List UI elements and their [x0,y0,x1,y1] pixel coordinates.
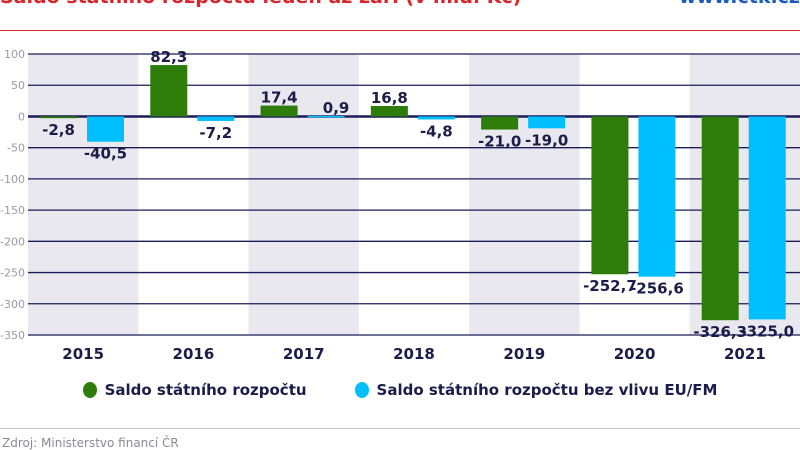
bar [417,116,455,120]
y-tick-label: -50 [7,142,25,155]
source-note: Zdroj: Ministerstvo financí ČR [2,436,179,450]
footer-divider [0,428,800,429]
x-tick-label: 2017 [283,345,325,363]
data-label: -2,8 [42,121,75,139]
bar [370,105,408,117]
y-tick-label: -350 [0,329,25,342]
x-tick-label: 2020 [614,345,656,363]
y-tick-label: -200 [0,235,25,248]
data-label: -256,6 [630,280,684,298]
x-tick-label: 2019 [503,345,545,363]
bar [197,116,235,121]
data-label: -7,2 [199,124,232,142]
x-tick-label: 2021 [724,345,766,363]
data-label: 17,4 [261,89,298,107]
bar-chart: 100 50 0 -50 -100 -150 -200 -250 -300 -350 -2,8 -40… [0,48,800,363]
y-tick-label: 50 [11,79,25,92]
bar [260,105,298,117]
bar [748,116,786,320]
bar [87,116,124,142]
x-tick-label: 2016 [173,345,215,363]
data-label: -326,3 [693,323,747,341]
x-tick-label: 2018 [393,345,435,363]
y-tick-label: -250 [0,267,25,280]
legend-item-green: Saldo státního rozpočtu [82,381,307,399]
data-label: -19,0 [525,131,568,149]
data-label: 16,8 [371,89,408,107]
legend-dot-green [82,382,97,398]
bar [150,65,188,117]
chart-title: Saldo státního rozpočtu leden až září (v… [0,0,521,8]
data-label: 0,9 [323,99,350,117]
data-label: -21,0 [478,133,521,151]
data-label: -252,7 [583,277,637,295]
bar [40,116,77,119]
bar [638,116,676,277]
y-tick-label: -300 [0,298,25,311]
bar [307,115,345,118]
data-label: -325,0 [740,322,794,340]
y-tick-label: 100 [4,48,25,61]
data-label: -40,5 [84,145,127,163]
brand-logo: www.ctk.cz [679,0,800,8]
y-tick-label: -150 [0,204,25,217]
bar [701,116,739,321]
bar [591,116,629,275]
legend-label: Saldo státního rozpočtu [104,381,307,399]
legend-label: Saldo státního rozpočtu bez vlivu EU/FM [376,381,718,399]
year-band [28,54,139,335]
bar [481,116,519,130]
year-band [248,54,359,335]
bar [528,116,566,129]
year-band [469,54,580,335]
data-label: 82,3 [150,48,187,66]
legend-dot-blue [354,382,369,398]
legend: Saldo státního rozpočtu Saldo státního r… [0,381,800,399]
y-tick-label: 0 [18,110,25,123]
legend-item-blue: Saldo státního rozpočtu bez vlivu EU/FM [354,381,718,399]
title-divider [0,30,800,31]
x-tick-label: 2015 [62,345,104,363]
data-label: -4,8 [420,122,453,140]
y-tick-label: -100 [0,173,25,186]
